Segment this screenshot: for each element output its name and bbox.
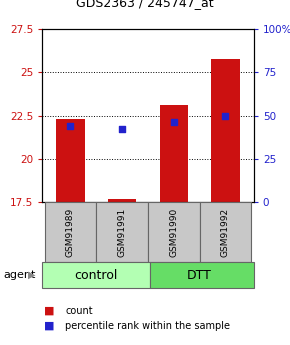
Text: ▶: ▶: [28, 270, 36, 280]
Point: [68, 123, 73, 129]
Text: GSM91991: GSM91991: [117, 207, 126, 257]
Text: percentile rank within the sample: percentile rank within the sample: [65, 321, 230, 331]
Text: DTT: DTT: [187, 269, 212, 282]
Text: agent: agent: [3, 270, 35, 280]
Bar: [96, 202, 148, 262]
Bar: [108, 199, 136, 202]
Bar: [56, 119, 85, 202]
Text: GDS2363 / 245747_at: GDS2363 / 245747_at: [76, 0, 214, 9]
Text: GSM91990: GSM91990: [169, 207, 178, 257]
Bar: [45, 202, 96, 262]
Bar: [151, 262, 254, 288]
Point: [171, 120, 176, 125]
Text: ■: ■: [44, 306, 54, 315]
Text: GSM91989: GSM91989: [66, 207, 75, 257]
Text: GSM91992: GSM91992: [221, 207, 230, 257]
Bar: [211, 59, 240, 202]
Point: [223, 113, 228, 118]
Point: [120, 127, 124, 132]
Bar: [148, 202, 200, 262]
Text: ■: ■: [44, 321, 54, 331]
Bar: [200, 202, 251, 262]
Bar: [160, 105, 188, 202]
Text: count: count: [65, 306, 93, 315]
Bar: [42, 262, 151, 288]
Text: control: control: [75, 269, 118, 282]
